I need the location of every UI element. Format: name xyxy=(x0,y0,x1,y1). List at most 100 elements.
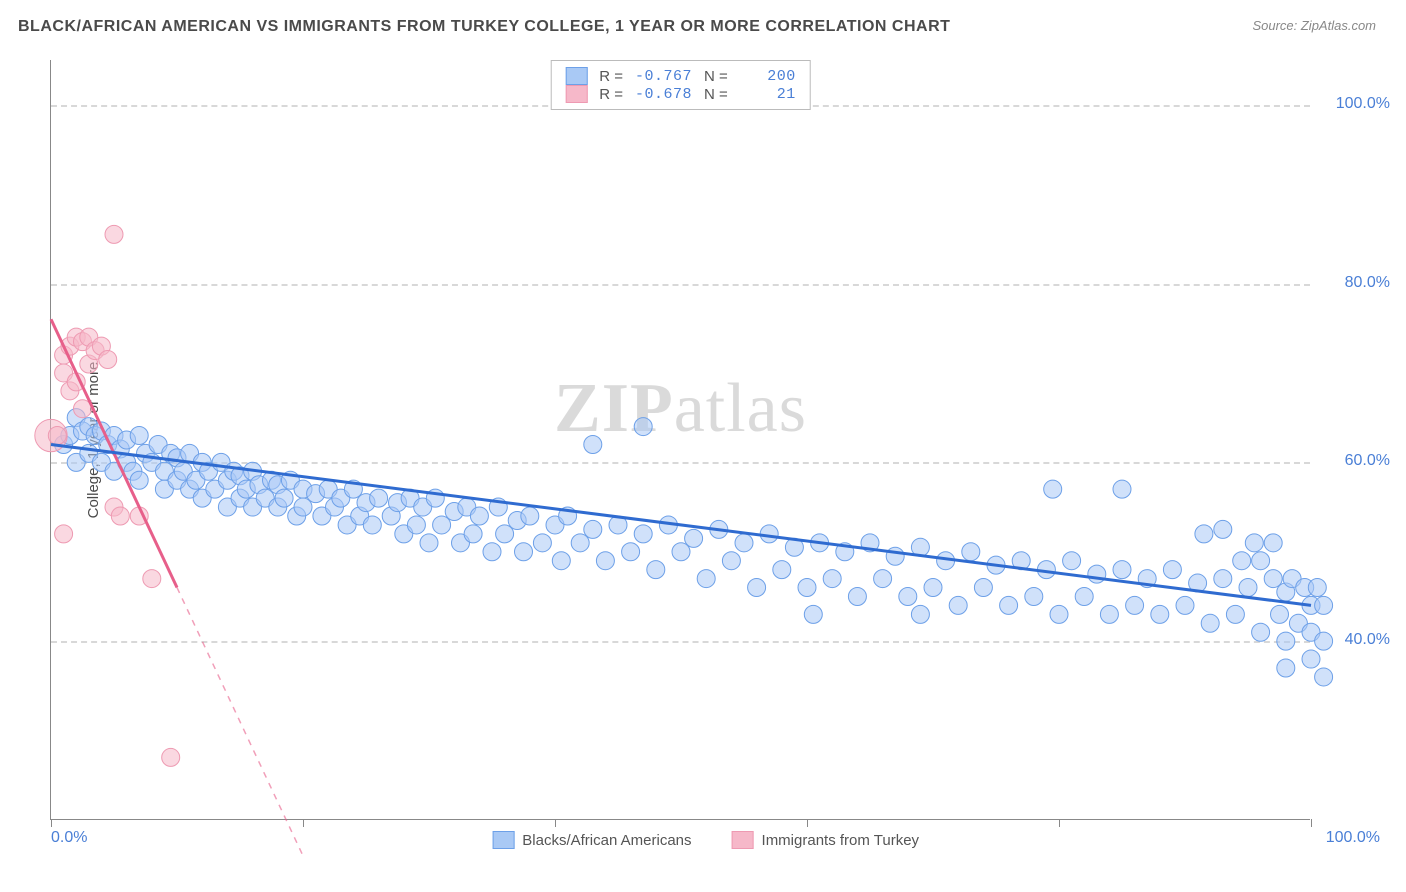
regression-line-blue xyxy=(51,444,1311,605)
scatter-point-blue xyxy=(949,596,967,614)
x-axis-end-label: 100.0% xyxy=(1326,829,1380,847)
scatter-point-blue xyxy=(924,579,942,597)
scatter-point-blue xyxy=(874,570,892,588)
scatter-point-blue xyxy=(974,579,992,597)
plot-svg xyxy=(51,60,1310,819)
scatter-point-blue xyxy=(1252,552,1270,570)
scatter-point-blue xyxy=(1315,632,1333,650)
scatter-point-blue xyxy=(1302,650,1320,668)
scatter-point-blue xyxy=(464,525,482,543)
scatter-point-blue xyxy=(685,529,703,547)
scatter-point-pink xyxy=(48,427,66,445)
scatter-point-blue xyxy=(533,534,551,552)
scatter-point-blue xyxy=(804,605,822,623)
scatter-point-blue xyxy=(130,471,148,489)
scatter-point-blue xyxy=(1195,525,1213,543)
chart-container: BLACK/AFRICAN AMERICAN VS IMMIGRANTS FRO… xyxy=(0,0,1406,892)
scatter-point-blue xyxy=(773,561,791,579)
scatter-point-blue xyxy=(823,570,841,588)
scatter-point-blue xyxy=(552,552,570,570)
scatter-point-blue xyxy=(1315,668,1333,686)
scatter-point-blue xyxy=(521,507,539,525)
legend-item-pink: Immigrants from Turkey xyxy=(732,831,920,849)
scatter-point-pink xyxy=(162,748,180,766)
scatter-point-blue xyxy=(571,534,589,552)
x-axis-start-label: 0.0% xyxy=(51,829,87,847)
scatter-point-blue xyxy=(1233,552,1251,570)
regression-extrapolate-pink xyxy=(177,588,303,856)
x-tick xyxy=(1059,819,1060,827)
scatter-point-blue xyxy=(899,587,917,605)
legend-swatch-pink xyxy=(565,85,587,103)
scatter-point-blue xyxy=(1277,632,1295,650)
scatter-point-blue xyxy=(1126,596,1144,614)
legend-stats-row: R = -0.767 N = 200 xyxy=(565,67,796,85)
scatter-point-blue xyxy=(1025,587,1043,605)
scatter-point-blue xyxy=(1226,605,1244,623)
scatter-point-blue xyxy=(1100,605,1118,623)
scatter-point-blue xyxy=(370,489,388,507)
scatter-point-blue xyxy=(1044,480,1062,498)
n-label: N = xyxy=(704,86,728,103)
scatter-point-blue xyxy=(798,579,816,597)
scatter-point-blue xyxy=(130,427,148,445)
scatter-point-blue xyxy=(470,507,488,525)
scatter-point-blue xyxy=(1239,579,1257,597)
y-tick-label: 60.0% xyxy=(1320,452,1390,470)
scatter-point-blue xyxy=(848,587,866,605)
scatter-point-blue xyxy=(622,543,640,561)
scatter-point-blue xyxy=(275,489,293,507)
scatter-point-blue xyxy=(1308,579,1326,597)
scatter-point-blue xyxy=(722,552,740,570)
legend-swatch-blue xyxy=(565,67,587,85)
n-value-pink: 21 xyxy=(740,86,796,103)
n-label: N = xyxy=(704,68,728,85)
scatter-point-blue xyxy=(1214,570,1232,588)
legend-stats-row: R = -0.678 N = 21 xyxy=(565,85,796,103)
scatter-point-blue xyxy=(911,605,929,623)
plot-area: College, 1 year or more ZIPatlas 40.0%60… xyxy=(50,60,1310,820)
y-tick-label: 100.0% xyxy=(1320,95,1390,113)
scatter-point-blue xyxy=(1063,552,1081,570)
source-label: Source: ZipAtlas.com xyxy=(1252,18,1376,33)
scatter-point-blue xyxy=(886,547,904,565)
scatter-point-blue xyxy=(634,418,652,436)
r-value-blue: -0.767 xyxy=(635,68,692,85)
x-tick xyxy=(303,819,304,827)
scatter-point-blue xyxy=(1214,520,1232,538)
legend-swatch-blue xyxy=(492,831,514,849)
scatter-point-blue xyxy=(433,516,451,534)
legend-label-blue: Blacks/African Americans xyxy=(522,832,691,849)
r-label: R = xyxy=(599,86,623,103)
scatter-point-blue xyxy=(420,534,438,552)
scatter-point-pink xyxy=(55,525,73,543)
scatter-point-blue xyxy=(294,498,312,516)
scatter-point-blue xyxy=(634,525,652,543)
scatter-point-blue xyxy=(515,543,533,561)
legend-stats-box: R = -0.767 N = 200 R = -0.678 N = 21 xyxy=(550,60,811,110)
scatter-point-blue xyxy=(407,516,425,534)
scatter-point-blue xyxy=(584,520,602,538)
scatter-point-blue xyxy=(363,516,381,534)
r-value-pink: -0.678 xyxy=(635,86,692,103)
legend-bottom: Blacks/African Americans Immigrants from… xyxy=(492,831,919,849)
legend-item-blue: Blacks/African Americans xyxy=(492,831,691,849)
x-tick xyxy=(51,819,52,827)
x-tick xyxy=(1311,819,1312,827)
scatter-point-blue xyxy=(1075,587,1093,605)
scatter-point-blue xyxy=(697,570,715,588)
y-tick-label: 80.0% xyxy=(1320,274,1390,292)
scatter-point-blue xyxy=(1201,614,1219,632)
scatter-point-blue xyxy=(1315,596,1333,614)
r-label: R = xyxy=(599,68,623,85)
scatter-point-blue xyxy=(1050,605,1068,623)
n-value-blue: 200 xyxy=(740,68,796,85)
scatter-point-blue xyxy=(1113,480,1131,498)
scatter-point-blue xyxy=(1271,605,1289,623)
scatter-point-blue xyxy=(496,525,514,543)
scatter-point-blue xyxy=(1113,561,1131,579)
scatter-point-blue xyxy=(1252,623,1270,641)
scatter-point-blue xyxy=(735,534,753,552)
x-tick xyxy=(807,819,808,827)
scatter-point-blue xyxy=(584,435,602,453)
